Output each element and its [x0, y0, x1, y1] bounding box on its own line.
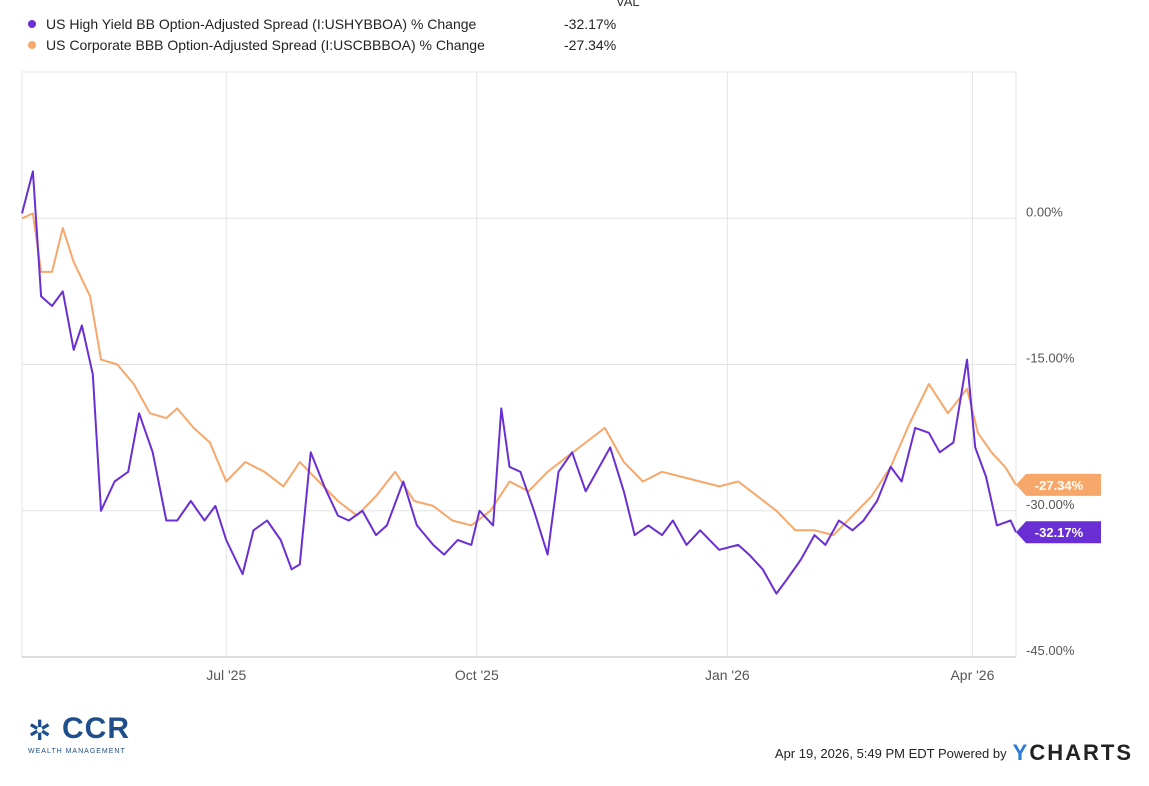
ycharts-logo[interactable]: YCHARTS: [1013, 740, 1133, 766]
end-label-background: [1016, 521, 1101, 544]
ccr-logo: ✲ CCR WEALTH MANAGEMENT: [28, 712, 158, 762]
legend-dot-corp-bbb: [28, 41, 36, 49]
legend-item-hy-bb[interactable]: US High Yield BB Option-Adjusted Spread …: [28, 14, 616, 34]
end-label-hy-bb: -32.17%: [1016, 521, 1101, 544]
legend-item-corp-bbb[interactable]: US Corporate BBB Option-Adjusted Spread …: [28, 35, 616, 55]
line-chart: 0.00% -15.00% -30.00% -45.00% Jul '25 Oct '25…: [21, 71, 1101, 683]
legend-dot-hy-bb: [28, 20, 36, 28]
ycharts-logo-rest: CHARTS: [1029, 740, 1133, 765]
end-label-text: -27.34%: [1035, 478, 1084, 493]
ycharts-logo-y: Y: [1012, 740, 1030, 765]
legend-value-header: VAL: [616, 0, 640, 9]
legend-value-hy-bb: -32.17%: [564, 16, 617, 32]
logo-mark-icon: ✲: [28, 715, 52, 746]
series-line-corp-bbb: [21, 212, 1017, 537]
timestamp: Apr 19, 2026, 5:49 PM EDT Powered by: [774, 745, 1007, 761]
legend-name-hy-bb: US High Yield BB Option-Adjusted Spread …: [46, 16, 477, 32]
series-line-hy-bb: [21, 170, 1017, 595]
logo-subtitle: WEALTH MANAGEMENT: [28, 748, 126, 755]
x-tick-label: Oct '25: [455, 667, 499, 683]
y-tick-label: -45.00%: [1026, 643, 1075, 658]
x-tick-label: Jan '26: [705, 667, 750, 683]
legend-value-corp-bbb: -27.34%: [564, 37, 617, 53]
legend-name-corp-bbb: US Corporate BBB Option-Adjusted Spread …: [46, 37, 485, 53]
y-tick-label: 0.00%: [1026, 204, 1063, 219]
end-label-text: -32.17%: [1035, 525, 1084, 540]
end-label-corp-bbb: -27.34%: [1016, 473, 1101, 496]
x-tick-label: Apr '26: [950, 667, 994, 683]
y-tick-label: -15.00%: [1026, 351, 1075, 366]
y-tick-label: -30.00%: [1026, 497, 1075, 512]
end-label-background: [1016, 473, 1101, 496]
logo-text: CCR: [62, 712, 130, 745]
x-tick-label: Jul '25: [206, 667, 246, 683]
footer-attribution: Apr 19, 2026, 5:49 PM EDT Powered by YCH…: [775, 740, 1133, 766]
